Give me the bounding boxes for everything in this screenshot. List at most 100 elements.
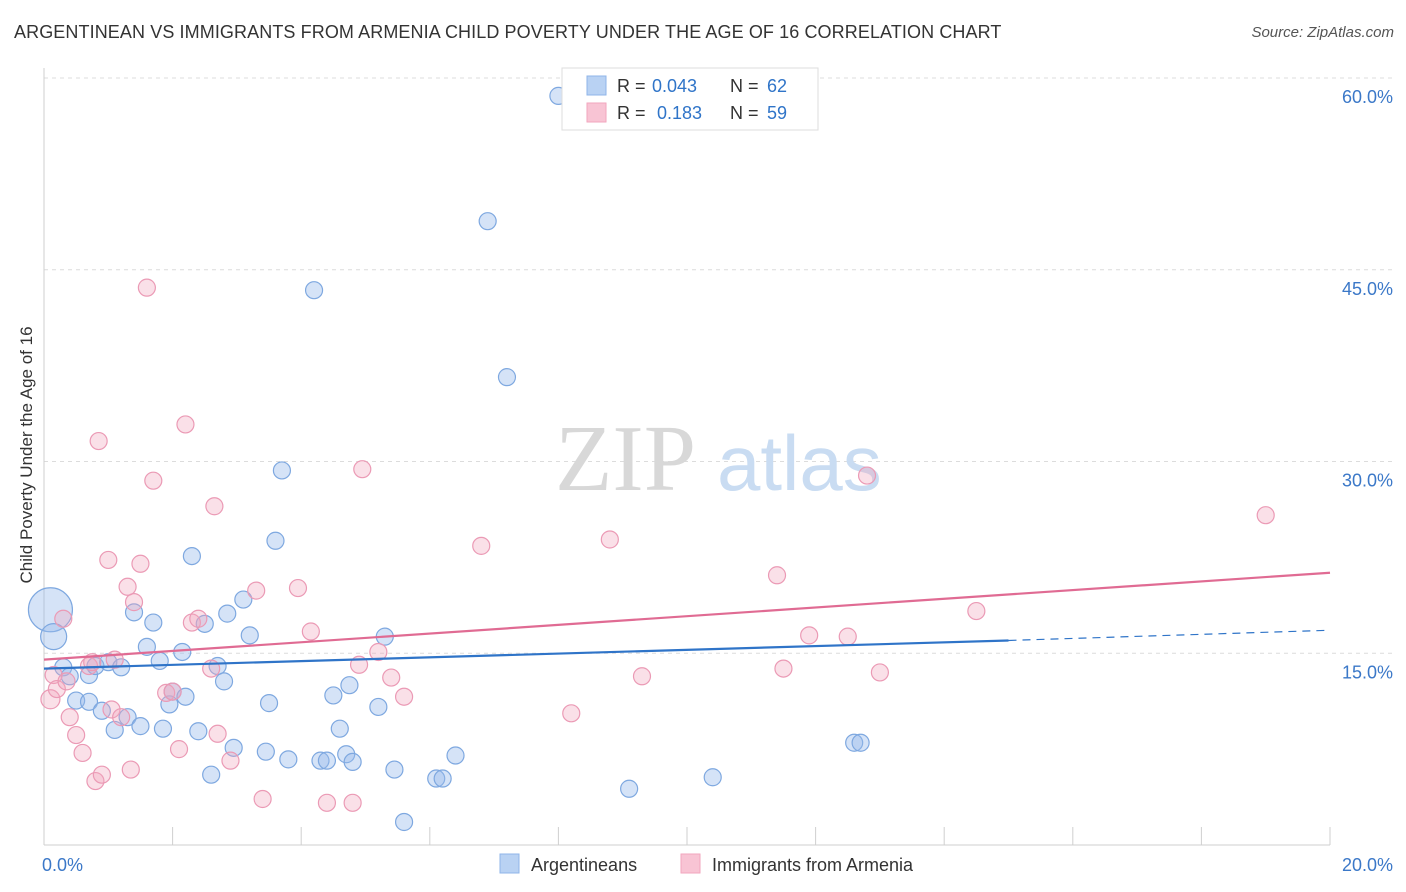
point-argentineans-12: [118, 708, 137, 727]
point-argentineans-6: [79, 692, 99, 711]
legend-r-label-2: R =: [617, 103, 646, 123]
point-armenia-14: [102, 700, 121, 719]
point-armenia-25: [169, 740, 189, 759]
watermark-zip: ZIP: [555, 407, 696, 511]
point-argentineans-49: [394, 812, 414, 832]
point-argentineans-35: [266, 531, 285, 550]
point-armenia-23: [157, 683, 176, 702]
chart-title: ARGENTINEAN VS IMMIGRANTS FROM ARMENIA C…: [14, 22, 1002, 42]
axes: [43, 68, 1331, 846]
point-armenia-48: [767, 566, 787, 585]
point-armenia-37: [317, 793, 337, 812]
point-argentineans-26: [202, 765, 221, 784]
point-armenia-51: [838, 627, 857, 646]
point-argentineans-18: [153, 719, 173, 738]
y-tick-label-2: 45.0%: [1342, 279, 1393, 299]
legend-bottom-swatch-argentineans: [499, 853, 520, 874]
point-argentineans-16: [144, 613, 163, 632]
watermark: ZIP atlas: [555, 407, 882, 511]
legend-n-value-1: 62: [767, 76, 787, 96]
point-argentineans-14: [131, 717, 150, 736]
point-argentineans-24: [189, 722, 208, 741]
trend-lines: [43, 571, 1331, 670]
point-argentineans-0: [27, 587, 74, 633]
point-argentineans-38: [304, 281, 324, 300]
trend-line-armenia: [43, 571, 1331, 661]
point-argentineans-45: [343, 752, 362, 772]
point-armenia-12: [92, 765, 111, 784]
x-tick-label-1: 20.0%: [1342, 855, 1393, 875]
legend-n-value-2: 59: [767, 103, 787, 123]
x-tick-label-0: 0.0%: [42, 855, 83, 875]
point-armenia-19: [124, 593, 144, 612]
point-armenia-28: [189, 609, 208, 628]
point-armenia-20: [131, 554, 150, 573]
point-armenia-4: [57, 672, 76, 691]
point-argentineans-31: [234, 590, 253, 609]
legend-bottom-label-armenia: Immigrants from Armenia: [712, 855, 914, 875]
legend-n-label-1: N =: [730, 76, 759, 96]
point-argentineans-21: [173, 642, 192, 662]
legend-n-label-2: N =: [730, 103, 759, 123]
point-armenia-17: [118, 577, 137, 596]
point-armenia-7: [73, 743, 92, 763]
point-argentineans-41: [324, 686, 343, 705]
legend-swatch-armenia: [586, 102, 607, 123]
point-argentineans-46: [369, 697, 388, 717]
point-armenia-3: [54, 609, 73, 628]
legend-r-value-2: 0.183: [652, 103, 702, 123]
point-argentineans-54: [497, 368, 517, 387]
point-argentineans-4: [67, 691, 86, 710]
point-armenia-53: [870, 663, 890, 682]
point-argentineans-53: [478, 212, 497, 231]
point-armenia-42: [382, 668, 401, 687]
y-tick-label-0: 15.0%: [1342, 662, 1393, 682]
point-armenia-50: [800, 626, 819, 645]
point-argentineans-52: [446, 746, 465, 765]
point-armenia-2: [47, 679, 66, 699]
point-argentineans-13: [124, 603, 144, 622]
point-armenia-47: [632, 667, 652, 686]
y-axis-label: Child Poverty Under the Age of 16: [17, 326, 36, 583]
point-armenia-5: [60, 708, 79, 727]
point-argentineans-28: [214, 672, 234, 691]
gridlines: [44, 77, 1395, 654]
point-argentineans-32: [240, 626, 259, 645]
legend-bottom-label-argentineans: Argentineans: [531, 855, 637, 875]
point-armenia-21: [137, 278, 156, 297]
point-argentineans-37: [279, 750, 298, 769]
point-armenia-41: [369, 642, 388, 662]
point-armenia-6: [67, 725, 86, 745]
point-armenia-0: [40, 689, 61, 710]
point-armenia-30: [205, 497, 224, 516]
point-argentineans-44: [340, 676, 359, 695]
point-argentineans-1: [40, 623, 68, 651]
point-argentineans-34: [259, 694, 279, 713]
point-argentineans-58: [845, 733, 864, 752]
point-armenia-40: [353, 460, 372, 479]
point-armenia-16: [112, 708, 131, 727]
point-argentineans-51: [433, 769, 452, 788]
point-armenia-36: [301, 622, 320, 641]
legend-bottom-swatch-armenia: [680, 853, 701, 874]
point-armenia-18: [121, 760, 140, 779]
point-argentineans-33: [256, 742, 275, 761]
point-argentineans-23: [182, 546, 201, 566]
y-tick-label-1: 30.0%: [1342, 471, 1393, 491]
point-armenia-11: [89, 431, 108, 451]
point-argentineans-15: [137, 637, 156, 656]
point-armenia-55: [1256, 506, 1275, 525]
source-label: Source: ZipAtlas.com: [1251, 24, 1394, 41]
trend-line-argentineans-extension: [1008, 629, 1331, 642]
point-argentineans-50: [427, 769, 446, 788]
point-armenia-49: [774, 659, 793, 678]
point-armenia-33: [247, 581, 266, 600]
point-armenia-22: [144, 471, 163, 490]
point-argentineans-40: [317, 751, 337, 770]
point-armenia-38: [343, 793, 362, 812]
point-argentineans-29: [218, 604, 237, 623]
legend-r-label-1: R =: [617, 76, 646, 96]
data-points: [27, 86, 1275, 832]
point-armenia-35: [288, 578, 308, 598]
